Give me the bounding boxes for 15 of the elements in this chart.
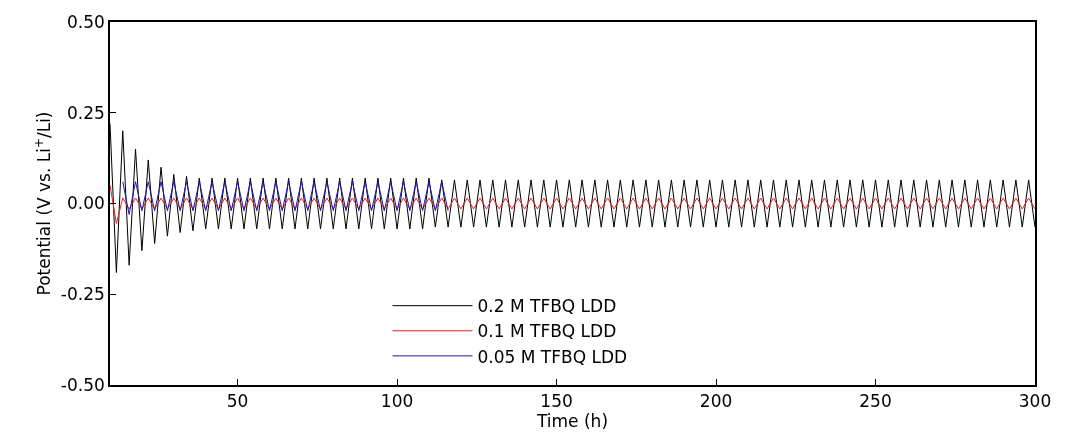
x-tick-label: 200 — [699, 391, 733, 412]
y-tick-label: 0.00 — [66, 193, 105, 214]
y-tick-label: -0.50 — [60, 374, 105, 395]
x-tick-label: 250 — [859, 391, 892, 412]
x-axis-title: Time (h) — [535, 411, 609, 432]
x-tick-label: 50 — [226, 391, 249, 412]
y-tick-label: 0.25 — [66, 102, 105, 123]
legend-label: 0.2 M TFBQ LDD — [477, 296, 617, 317]
x-tick-label: 150 — [540, 391, 573, 412]
legend-label: 0.1 M TFBQ LDD — [477, 321, 617, 342]
y-tick-label: -0.25 — [60, 284, 105, 305]
legend-label: 0.05 M TFBQ LDD — [477, 346, 628, 367]
x-tick-label: 100 — [380, 391, 414, 412]
y-tick-label: 0.50 — [66, 11, 105, 32]
x-tick-label: 300 — [1018, 391, 1052, 412]
